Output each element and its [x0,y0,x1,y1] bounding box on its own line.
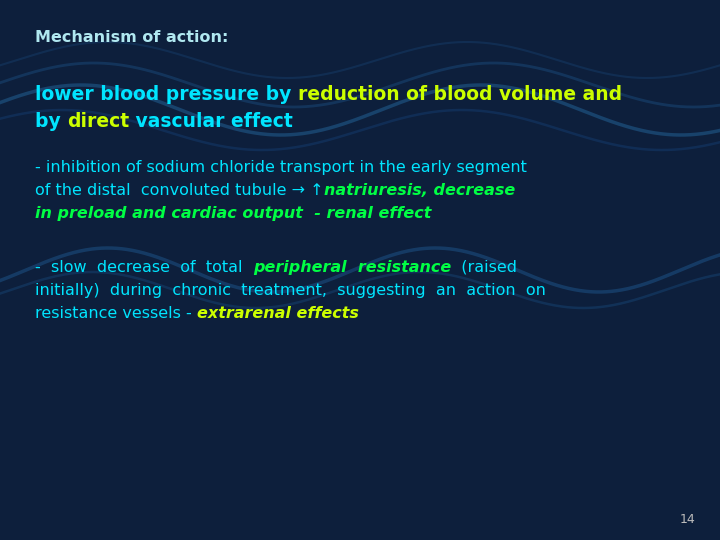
Text: -  slow  decrease  of  total: - slow decrease of total [35,260,253,275]
Text: resistance vessels -: resistance vessels - [35,306,197,321]
Text: reduction of blood volume and: reduction of blood volume and [298,85,622,104]
Text: 14: 14 [679,513,695,526]
Text: lower blood pressure by: lower blood pressure by [35,85,298,104]
Text: natriuresis, decrease: natriuresis, decrease [323,183,515,198]
Text: peripheral  resistance: peripheral resistance [253,260,451,275]
Text: Mechanism of action:: Mechanism of action: [35,30,228,45]
Text: vascular effect: vascular effect [130,112,293,131]
Text: by: by [35,112,67,131]
Text: initially)  during  chronic  treatment,  suggesting  an  action  on: initially) during chronic treatment, sug… [35,283,546,298]
Text: extrarenal effects: extrarenal effects [197,306,359,321]
Text: direct: direct [67,112,130,131]
Text: (raised: (raised [451,260,517,275]
Text: - renal effect: - renal effect [303,206,431,221]
Text: - inhibition of sodium chloride transport in the early segment: - inhibition of sodium chloride transpor… [35,160,527,175]
Text: in preload and cardiac output: in preload and cardiac output [35,206,303,221]
Text: of the distal  convoluted tubule → ↑: of the distal convoluted tubule → ↑ [35,183,323,198]
